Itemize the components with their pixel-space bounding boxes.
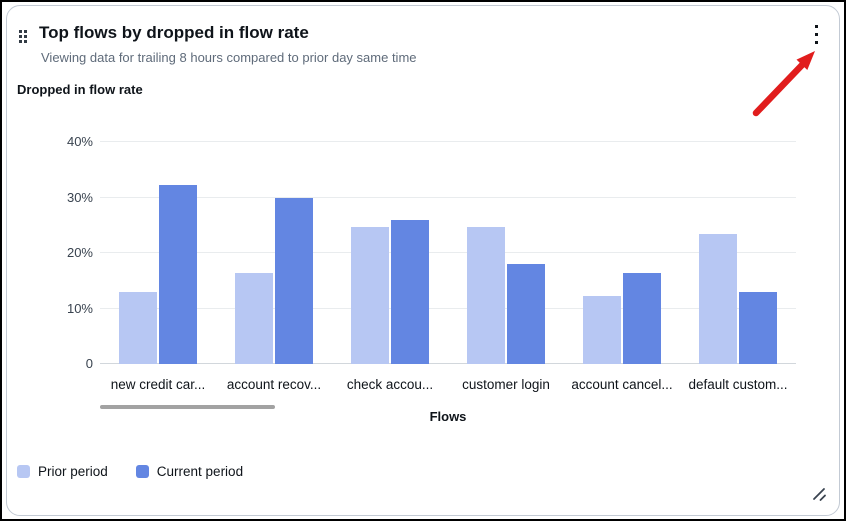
widget-menu-button[interactable] [804,21,828,47]
bar-group [564,142,680,364]
legend-label: Current period [156,464,244,479]
x-tick-label: check accou... [346,377,434,392]
kebab-menu-icon [814,40,818,44]
widget-card: Top flows by dropped in flow rate Viewin… [6,5,840,516]
y-tick-label: 30% [66,189,93,205]
gridline [100,252,796,253]
bar-prior-period[interactable] [467,227,505,364]
gridline [100,141,796,142]
x-tick-label: customer login [462,377,550,392]
bar-prior-period[interactable] [583,296,621,364]
bar-current-period[interactable] [391,219,429,364]
bar-group [680,142,796,364]
bar-current-period[interactable] [507,264,545,364]
bar-group [100,142,216,364]
drag-handle-icon[interactable] [19,30,27,43]
widget-subtitle: Viewing data for trailing 8 hours compar… [41,50,417,65]
legend-item-prior-period[interactable]: Prior period [17,464,108,479]
chart-legend: Prior period Current period [17,464,243,479]
bar-prior-period[interactable] [235,272,273,364]
bar-prior-period[interactable] [119,291,157,364]
bar-groups [100,142,796,364]
chart-title: Dropped in flow rate [17,82,143,97]
kebab-menu-icon [814,24,818,28]
annotation-arrow-head [796,51,815,70]
y-tick-label: 20% [66,245,93,260]
annotation-arrow-icon [752,51,815,117]
x-tick-label: new credit car... [110,377,206,392]
kebab-menu-icon [814,32,818,36]
bar-prior-period[interactable] [351,227,389,364]
legend-swatch [17,465,30,478]
y-axis: 0 10% 20% 30% 40% [7,134,93,371]
legend-swatch [135,465,149,478]
bar-current-period[interactable] [739,291,777,364]
widget-title: Top flows by dropped in flow rate [39,23,309,42]
bar-prior-period[interactable] [699,233,737,364]
bar-group [332,142,448,364]
chart-canvas: 0 10% 20% 30% 40% [7,134,839,371]
x-tick-label: account recov... [226,377,322,392]
y-tick-label: 40% [66,134,93,149]
gridline [100,307,796,309]
horizontal-scrollbar-thumb[interactable] [100,405,275,409]
bar-current-period[interactable] [623,272,661,364]
x-axis-line [100,363,796,364]
gridline [100,196,796,198]
y-tick-label: 10% [66,300,93,316]
x-axis-labels: new credit car... account recov... check a… [100,377,796,392]
x-tick-label: account cancel... [571,377,673,392]
x-axis-title: Flows [429,409,467,424]
legend-label: Prior period [38,464,108,479]
bar-current-period[interactable] [275,197,313,364]
x-tick-label: default custom... [688,377,788,392]
resize-handle-icon[interactable] [811,486,827,502]
bar-group [448,142,564,364]
legend-item-current-period[interactable]: Current period [135,464,244,479]
plot-area [100,141,796,364]
annotation-arrow-line [752,60,807,117]
bar-group [216,142,332,364]
bar-current-period[interactable] [159,184,197,364]
y-tick-label: 0 [85,356,93,371]
